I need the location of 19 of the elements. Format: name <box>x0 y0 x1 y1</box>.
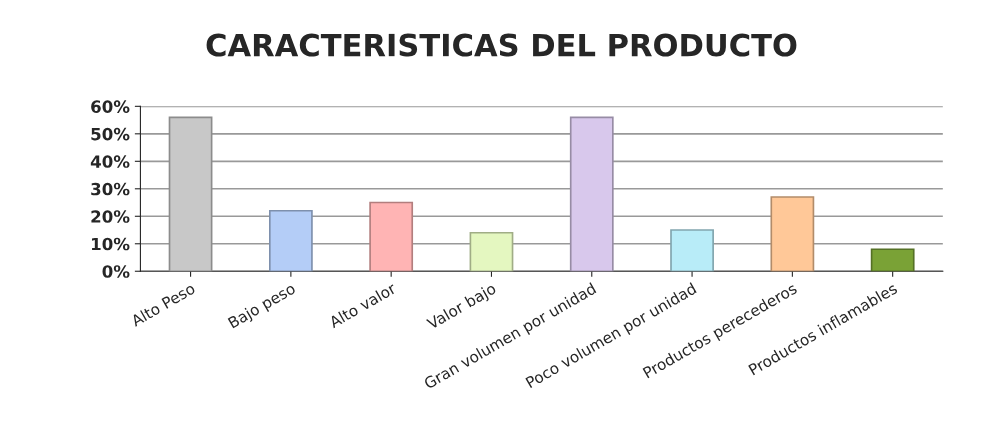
bar <box>369 201 414 272</box>
bar <box>469 231 514 272</box>
bar <box>168 116 213 272</box>
bar <box>870 248 915 272</box>
y-tick-label: 40% <box>90 155 130 168</box>
x-tick-label: Valor bajo <box>425 282 499 333</box>
y-tick-label: 20% <box>91 210 130 223</box>
y-tick-label: 60% <box>91 100 130 113</box>
y-tick-label: 10% <box>91 237 130 251</box>
chart-title: CARACTERISTICAS DEL PRODUCTO <box>206 33 797 57</box>
y-tick-label: 50% <box>91 127 130 141</box>
x-tick-label: Alto valor <box>327 281 398 329</box>
bar <box>268 209 313 272</box>
bar <box>770 196 815 272</box>
x-tick-label: Alto Peso <box>129 282 196 327</box>
bar <box>569 116 614 272</box>
y-tick-label: 0% <box>102 265 130 278</box>
bar <box>670 229 714 272</box>
y-tick-label: 30% <box>91 182 130 196</box>
